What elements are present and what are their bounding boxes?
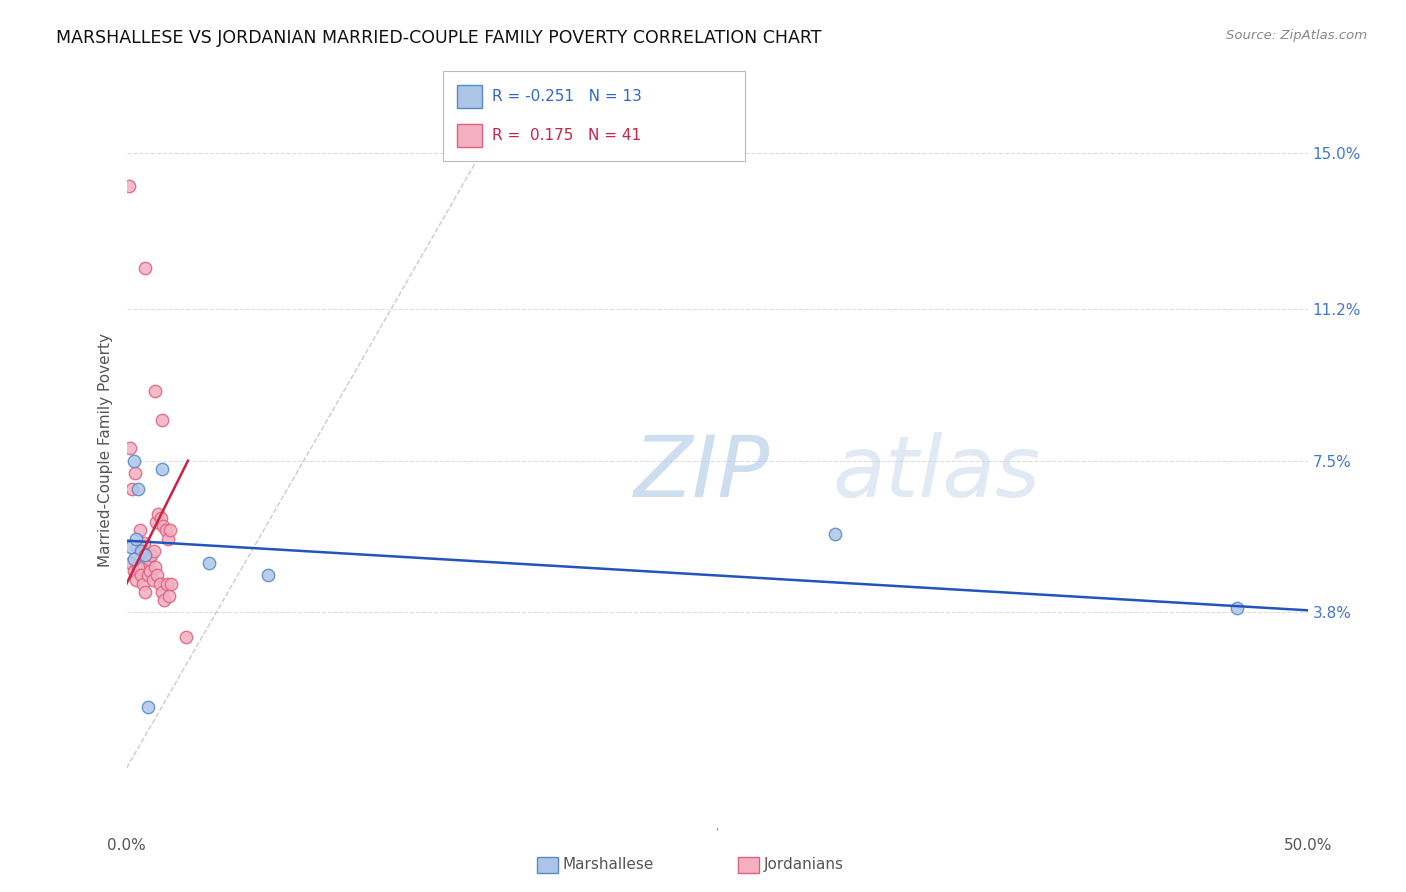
Point bbox=[127, 560, 149, 574]
Point bbox=[128, 524, 150, 538]
Point bbox=[148, 507, 170, 521]
Point bbox=[150, 413, 173, 427]
Point bbox=[143, 560, 166, 574]
Point bbox=[824, 527, 846, 541]
Point bbox=[143, 384, 166, 398]
Point bbox=[134, 585, 156, 599]
Point bbox=[134, 261, 156, 276]
Point bbox=[122, 453, 145, 467]
Point bbox=[129, 544, 152, 558]
Point bbox=[198, 556, 221, 570]
Point bbox=[153, 593, 176, 607]
Point bbox=[122, 552, 145, 566]
Point bbox=[120, 442, 142, 456]
Text: R = -0.251   N = 13: R = -0.251 N = 13 bbox=[492, 89, 643, 103]
Point bbox=[120, 556, 142, 570]
Point bbox=[159, 524, 181, 538]
Point bbox=[146, 568, 169, 582]
Point bbox=[138, 552, 160, 566]
Text: Source: ZipAtlas.com: Source: ZipAtlas.com bbox=[1226, 29, 1367, 42]
Point bbox=[141, 548, 163, 562]
Point bbox=[156, 532, 179, 546]
Point bbox=[125, 532, 148, 546]
Point bbox=[129, 568, 152, 582]
Point bbox=[149, 576, 172, 591]
Point bbox=[174, 630, 197, 644]
Point bbox=[145, 515, 167, 529]
Point bbox=[134, 535, 156, 549]
Point bbox=[124, 466, 146, 480]
Point bbox=[142, 544, 165, 558]
Point bbox=[152, 519, 174, 533]
Point bbox=[139, 565, 162, 579]
Point bbox=[257, 568, 280, 582]
Point bbox=[156, 576, 179, 591]
Point bbox=[1226, 601, 1249, 615]
Text: MARSHALLESE VS JORDANIAN MARRIED-COUPLE FAMILY POVERTY CORRELATION CHART: MARSHALLESE VS JORDANIAN MARRIED-COUPLE … bbox=[56, 29, 821, 46]
Point bbox=[127, 483, 149, 497]
Text: Marshallese: Marshallese bbox=[562, 857, 654, 871]
Point bbox=[122, 565, 145, 579]
Point bbox=[135, 556, 157, 570]
Point bbox=[149, 511, 172, 525]
Point bbox=[157, 589, 180, 603]
Point bbox=[132, 576, 155, 591]
Text: ZIP: ZIP bbox=[634, 432, 770, 515]
Point bbox=[131, 544, 153, 558]
Text: atlas: atlas bbox=[832, 432, 1040, 515]
Point bbox=[160, 576, 183, 591]
Text: R =  0.175   N = 41: R = 0.175 N = 41 bbox=[492, 128, 641, 143]
Point bbox=[127, 540, 149, 554]
Point bbox=[118, 179, 141, 194]
Point bbox=[121, 483, 143, 497]
Point bbox=[136, 568, 159, 582]
Point bbox=[125, 573, 148, 587]
Point bbox=[150, 462, 173, 476]
Point bbox=[120, 540, 142, 554]
Point bbox=[150, 585, 173, 599]
Point bbox=[136, 699, 159, 714]
Text: Jordanians: Jordanians bbox=[763, 857, 844, 871]
Point bbox=[141, 573, 163, 587]
Point bbox=[134, 548, 156, 562]
Y-axis label: Married-Couple Family Poverty: Married-Couple Family Poverty bbox=[97, 334, 112, 567]
Point bbox=[155, 524, 177, 538]
